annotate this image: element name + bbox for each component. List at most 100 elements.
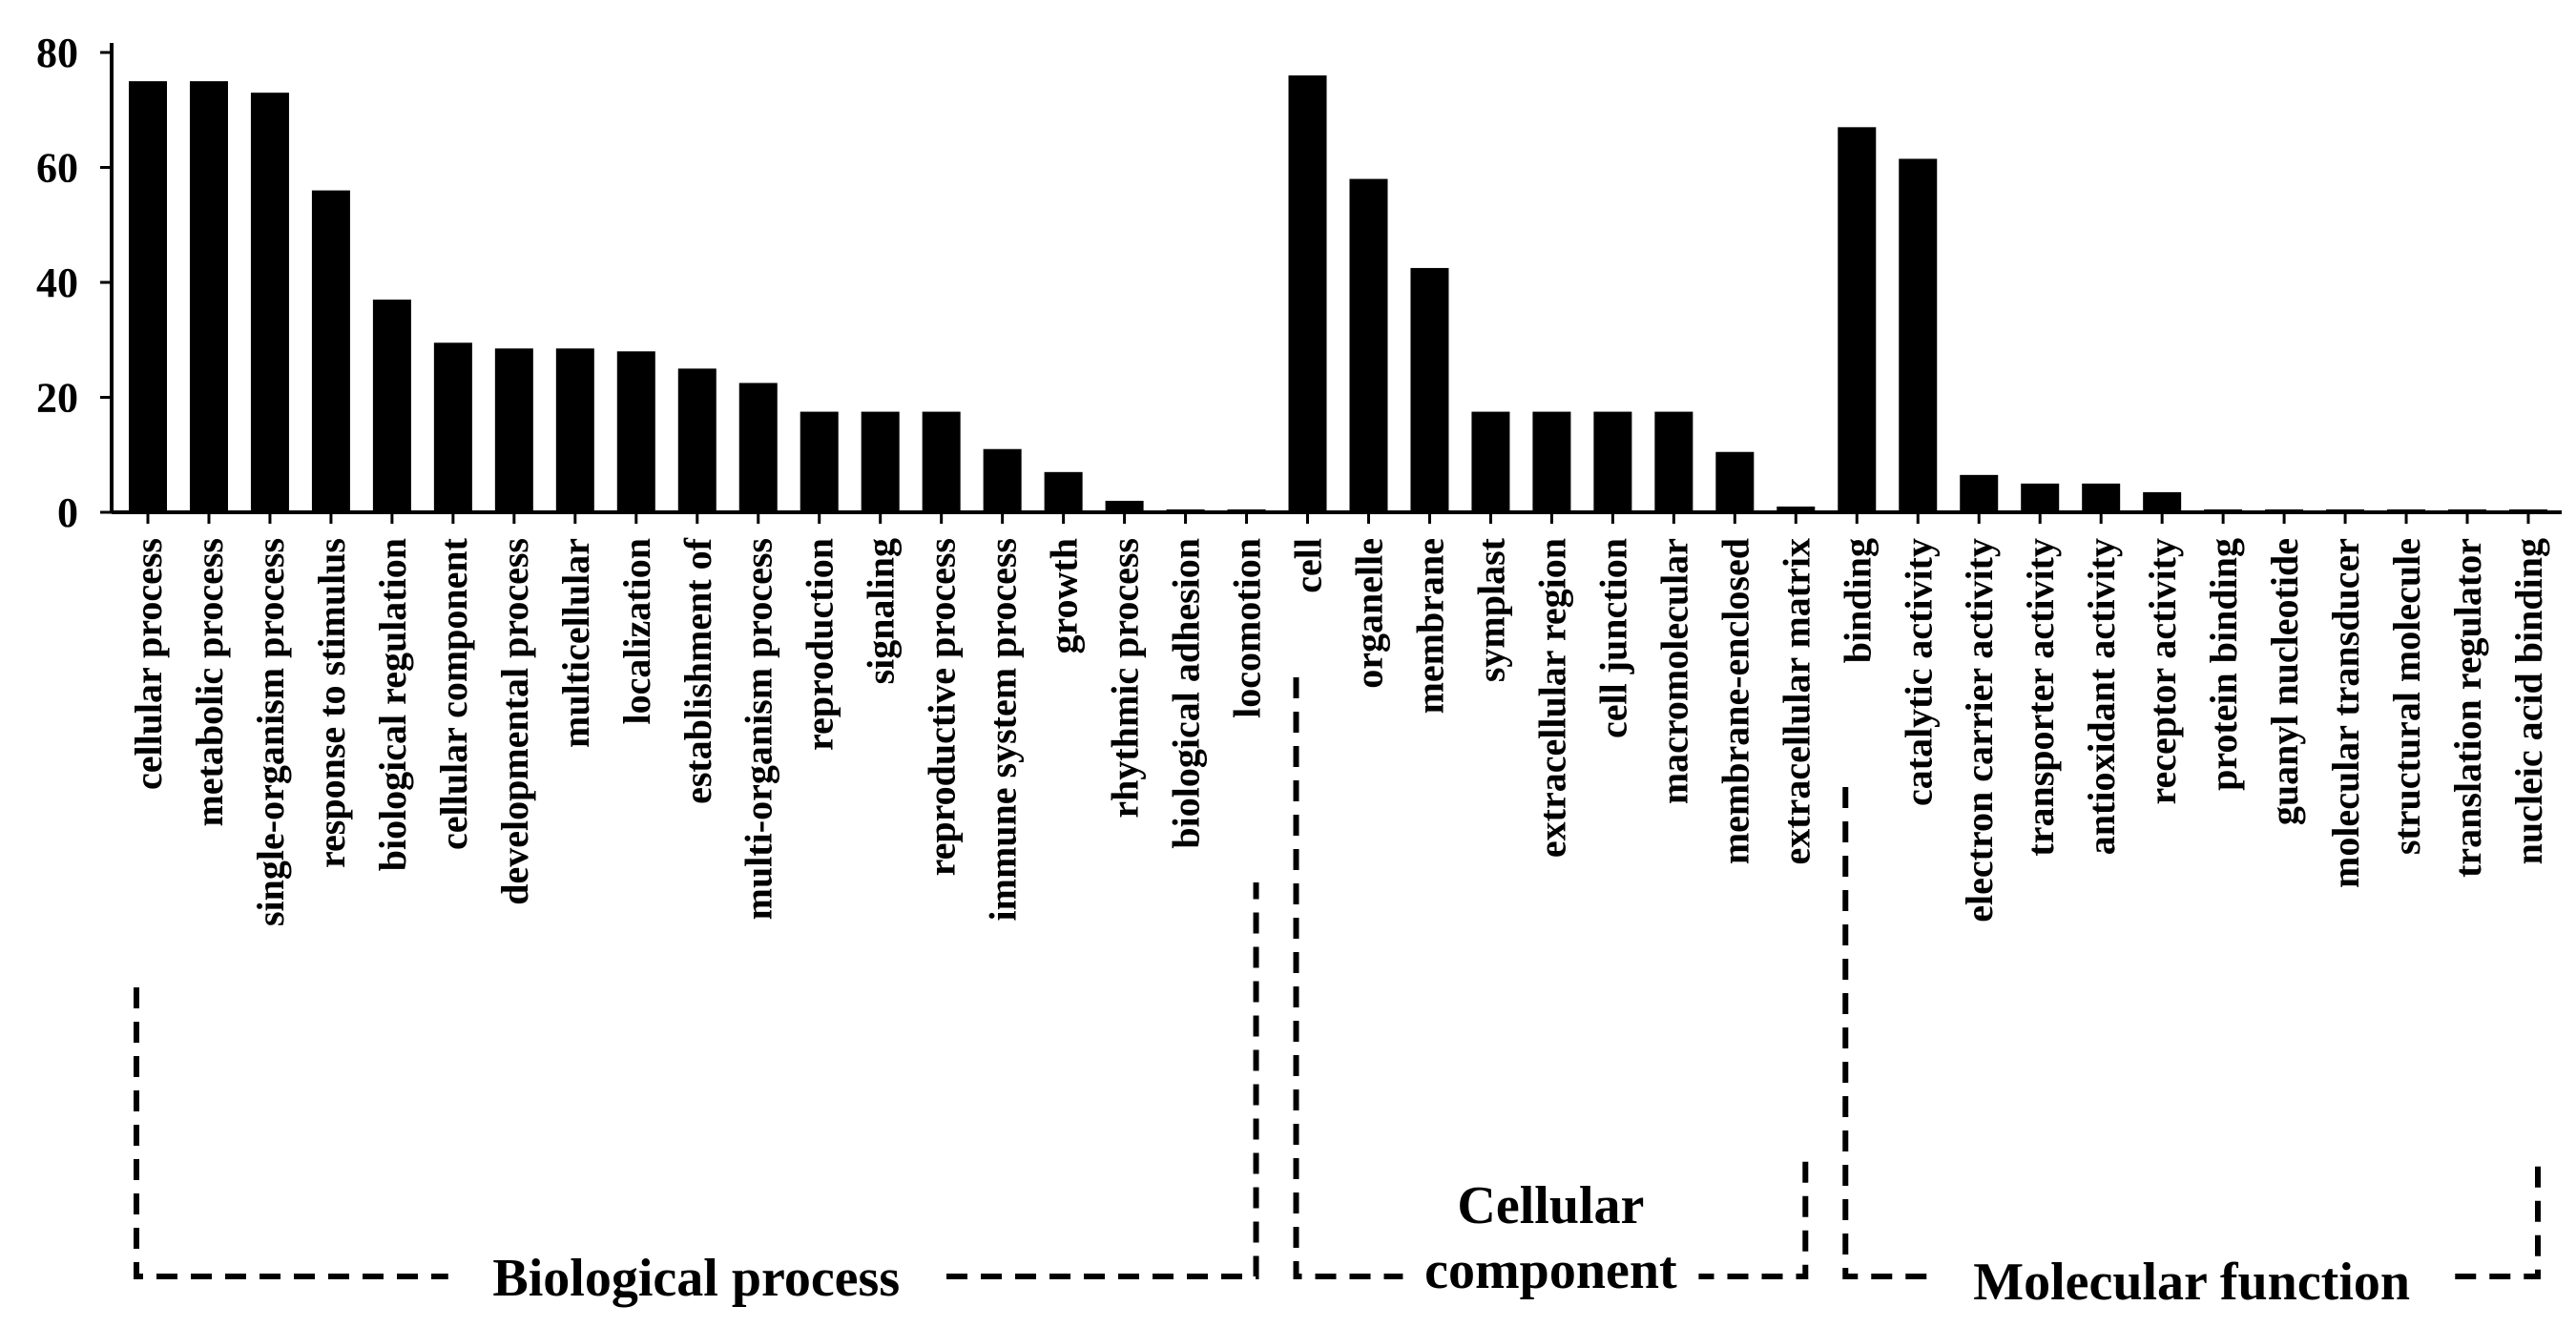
category-label: nucleic acid binding xyxy=(2507,538,2550,864)
category-label: localization xyxy=(615,538,658,725)
category-label: protein binding xyxy=(2202,538,2245,791)
category-label: reproduction xyxy=(799,538,841,751)
category-label: translation regulator xyxy=(2446,538,2489,878)
cellular-component-bracket xyxy=(1293,677,1809,1279)
bar xyxy=(555,348,594,512)
bar xyxy=(2387,508,2426,512)
group-label-biological-process: Biological process xyxy=(492,1249,900,1308)
category-labels: cellular process metabolic process single-… xyxy=(127,537,2550,926)
category-label: developmental process xyxy=(493,538,536,905)
category-label: cell xyxy=(1287,538,1330,593)
category-label: rhythmic process xyxy=(1104,538,1147,819)
bar xyxy=(1715,451,1755,512)
bar xyxy=(1349,178,1388,513)
bar xyxy=(2204,508,2243,512)
bar xyxy=(250,93,289,513)
bar xyxy=(983,448,1022,512)
bar xyxy=(2326,508,2365,512)
y-tick-labels: 0 20 40 60 80 xyxy=(36,30,78,536)
group-label-component: component xyxy=(1424,1241,1677,1300)
group-brackets: Biological process Cellular component Molec… xyxy=(134,677,2541,1312)
category-label: transporter activity xyxy=(2019,538,2062,857)
category-label: multicellular xyxy=(554,538,597,748)
category-label: membrane xyxy=(1408,538,1451,714)
category-label: antioxidant activity xyxy=(2080,538,2123,855)
category-label: extracellular region xyxy=(1530,538,1573,858)
bar xyxy=(1593,411,1632,512)
category-label: molecular transducer xyxy=(2324,538,2367,888)
bar xyxy=(2265,508,2304,512)
bar xyxy=(494,348,533,512)
category-label: biological adhesion xyxy=(1165,538,1208,849)
bar xyxy=(2509,508,2547,512)
bar xyxy=(1960,474,1999,512)
bar xyxy=(1410,267,1449,512)
category-label: multi-organism process xyxy=(737,538,780,920)
bar xyxy=(1044,471,1083,512)
bar xyxy=(1166,508,1205,512)
bar xyxy=(433,342,472,512)
bar xyxy=(2082,483,2121,512)
bar xyxy=(738,383,778,512)
category-label: extracellular matrix xyxy=(1775,538,1818,864)
category-label: symplast xyxy=(1469,537,1512,682)
group-label-background xyxy=(1402,1169,1699,1307)
category-label: guanyl nucleotide xyxy=(2263,538,2306,825)
category-label: immune system process xyxy=(982,538,1025,921)
bar xyxy=(677,368,717,512)
bar xyxy=(1838,127,1877,512)
bar xyxy=(2021,483,2060,512)
bar xyxy=(189,81,228,512)
category-label: growth xyxy=(1043,538,1086,653)
bar xyxy=(1227,508,1266,512)
category-label: receptor activity xyxy=(2141,538,2184,805)
category-label: binding xyxy=(1836,538,1879,663)
category-label: reproductive process xyxy=(921,538,964,876)
category-label: locomotion xyxy=(1226,538,1269,718)
y-tick-label: 0 xyxy=(57,489,78,536)
y-tick-label: 20 xyxy=(36,375,78,422)
bar xyxy=(1776,506,1816,512)
category-label: signaling xyxy=(860,538,903,684)
category-label: cellular component xyxy=(432,537,475,850)
group-label-background xyxy=(1929,1245,2455,1312)
category-label: membrane-enclosed xyxy=(1714,538,1756,864)
category-label: biological regulation xyxy=(371,538,414,871)
group-label-cellular: Cellular xyxy=(1457,1176,1644,1235)
bar xyxy=(922,411,961,512)
biological-process-bracket xyxy=(134,882,1259,1279)
group-label-molecular-function: Molecular function xyxy=(1973,1253,2410,1312)
category-label: response to stimulus xyxy=(310,538,353,868)
bar xyxy=(1105,500,1144,512)
group-label-background xyxy=(447,1240,945,1307)
molecular-function-bracket xyxy=(1842,787,2541,1279)
category-label: cell junction xyxy=(1591,538,1634,738)
category-label: catalytic activity xyxy=(1897,538,1940,806)
bar xyxy=(1532,411,1571,512)
bar xyxy=(2143,491,2182,512)
category-label: electron carrier activity xyxy=(1958,538,2001,923)
bar xyxy=(129,81,167,512)
bar xyxy=(800,411,839,512)
y-tick-label: 80 xyxy=(36,30,78,76)
category-label: cellular process xyxy=(127,538,170,790)
bar xyxy=(311,190,350,512)
bar xyxy=(861,411,900,512)
bar xyxy=(1471,411,1510,512)
y-tick-label: 40 xyxy=(36,259,78,306)
category-label: macromolecular xyxy=(1652,538,1695,804)
category-label: establishment of xyxy=(676,537,719,804)
bar xyxy=(1288,75,1327,512)
bars-layer xyxy=(129,75,2547,513)
category-label: single-organism process xyxy=(249,538,292,926)
bar xyxy=(1899,158,1938,512)
category-label: structural molecule xyxy=(2385,538,2428,855)
category-label: organelle xyxy=(1347,538,1390,689)
bar xyxy=(1654,411,1693,512)
bar xyxy=(372,300,411,512)
y-tick-label: 60 xyxy=(36,145,78,192)
bar xyxy=(2448,508,2487,512)
bar xyxy=(616,351,655,512)
